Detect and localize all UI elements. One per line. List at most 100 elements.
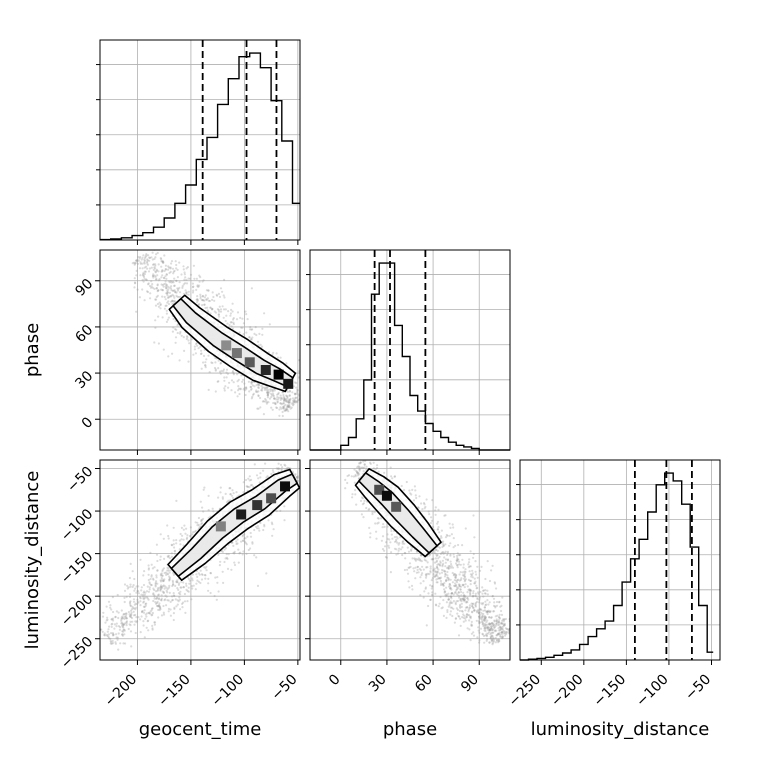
scatter-point: [128, 601, 132, 604]
scatter-point: [204, 577, 207, 580]
scatter-point: [347, 474, 351, 477]
scatter-point: [458, 573, 461, 576]
scatter-point: [423, 558, 426, 562]
scatter-point: [136, 288, 139, 291]
scatter-point: [153, 594, 156, 597]
scatter-point: [398, 542, 401, 545]
scatter-point: [454, 582, 457, 585]
scatter-point: [249, 385, 252, 388]
scatter-point: [192, 285, 195, 288]
scatter-point: [443, 570, 446, 573]
scatter-point: [466, 627, 469, 630]
scatter-point: [469, 616, 472, 619]
scatter-point: [146, 620, 149, 623]
scatter-point: [147, 564, 150, 567]
scatter-point: [488, 627, 491, 630]
scatter-point: [490, 569, 493, 572]
scatter-point: [497, 619, 500, 622]
scatter-point: [270, 472, 273, 476]
scatter-point: [196, 298, 199, 301]
scatter-point: [470, 575, 473, 578]
scatter-point: [139, 255, 142, 259]
scatter-point: [196, 579, 199, 582]
scatter-point: [192, 353, 195, 356]
scatter-point: [171, 595, 174, 598]
scatter-point: [125, 621, 128, 624]
scatter-point: [222, 370, 225, 373]
scatter-point: [442, 540, 445, 543]
scatter-point: [468, 589, 471, 592]
scatter-point: [479, 608, 482, 611]
scatter-point: [468, 565, 471, 568]
scatter-point: [280, 469, 283, 472]
scatter-point: [465, 606, 469, 609]
scatter-point: [209, 312, 212, 315]
scatter-point: [147, 282, 150, 285]
scatter-point: [144, 591, 147, 594]
scatter-point: [503, 624, 506, 627]
scatter-point: [180, 273, 183, 276]
scatter-point: [296, 388, 299, 391]
scatter-point: [176, 295, 179, 298]
scatter-point: [224, 547, 228, 550]
scatter-point: [167, 607, 170, 611]
scatter-point: [501, 619, 504, 622]
scatter-point: [401, 540, 404, 544]
scatter-point: [458, 560, 461, 563]
scatter-point: [512, 625, 514, 627]
scatter-point: [443, 552, 446, 555]
scatter-point: [202, 299, 205, 302]
scatter-point: [159, 558, 162, 561]
scatter-point: [498, 626, 501, 629]
scatter-point: [154, 582, 157, 585]
scatter-point: [444, 590, 447, 593]
scatter-point: [271, 534, 274, 537]
scatter-point: [175, 279, 178, 283]
scatter-point: [193, 348, 196, 351]
scatter-point: [286, 405, 289, 408]
scatter-point: [287, 466, 290, 470]
scatter-point: [147, 283, 150, 286]
scatter-point: [219, 361, 222, 365]
scatter-point: [156, 302, 159, 306]
scatter-point: [285, 407, 288, 410]
scatter-point: [437, 557, 440, 560]
scatter-point: [441, 545, 444, 549]
scatter-point: [201, 522, 204, 525]
scatter-point: [113, 627, 116, 630]
scatter-point: [441, 563, 444, 567]
scatter-point: [202, 361, 205, 364]
scatter-point: [161, 260, 164, 263]
scatter-point: [252, 392, 255, 395]
scatter-point: [461, 598, 464, 601]
scatter-point: [443, 556, 446, 559]
scatter-point: [442, 569, 445, 572]
scatter-point: [476, 576, 479, 579]
scatter-point: [466, 597, 469, 600]
scatter-point: [462, 591, 465, 594]
scatter-point: [486, 610, 489, 613]
scatter-point: [295, 476, 298, 479]
scatter-point: [397, 552, 400, 555]
scatter-point: [492, 610, 495, 613]
scatter-point: [486, 593, 489, 596]
scatter-point: [500, 633, 503, 636]
scatter-point: [166, 318, 169, 321]
scatter-point: [282, 399, 286, 403]
scatter-point: [285, 399, 288, 402]
scatter-point: [294, 401, 297, 404]
scatter-point: [257, 407, 260, 410]
scatter-point: [135, 616, 138, 619]
scatter-point: [143, 299, 146, 302]
scatter-point: [461, 544, 464, 547]
scatter-point: [175, 294, 178, 297]
scatter-point: [280, 396, 283, 399]
scatter-point: [286, 390, 289, 393]
scatter-point: [130, 645, 133, 648]
scatter-point: [453, 579, 456, 582]
scatter-point: [199, 569, 202, 572]
scatter-point: [427, 592, 430, 595]
scatter-point: [184, 289, 187, 292]
scatter-point: [471, 569, 474, 572]
scatter-point: [265, 389, 268, 392]
